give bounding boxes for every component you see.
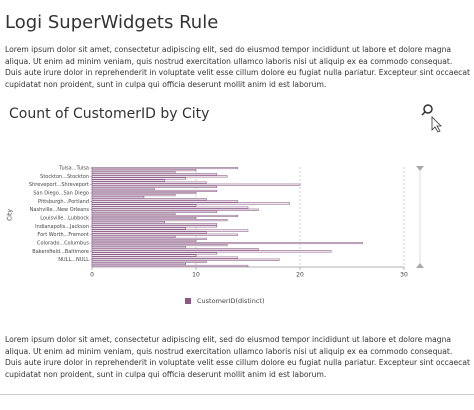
zoom-icon[interactable] (423, 104, 433, 114)
cursor (431, 116, 442, 133)
bar (91, 181, 207, 184)
paragraph: Lorem ipsum dolor sit amet, consectetur … (5, 45, 470, 89)
bar (91, 187, 155, 190)
y-tick-label: Fort Worth...Fremont (37, 232, 89, 238)
bar (91, 223, 218, 226)
divider (0, 394, 474, 395)
x-tick-label: 20 (296, 272, 304, 279)
bar (91, 264, 249, 267)
bar (91, 210, 218, 213)
bar (91, 258, 280, 261)
bar (91, 175, 228, 178)
bar (91, 173, 218, 176)
bar (91, 233, 238, 236)
chart-title: Count of CustomerID by City (9, 106, 209, 122)
bar (91, 202, 290, 205)
y-tick-label: Tulsa...Tulsa (58, 166, 89, 172)
bar (91, 208, 259, 211)
bar (91, 250, 332, 253)
bar (91, 169, 197, 172)
x-tick-label: 0 (90, 272, 94, 279)
x-tick-label: 10 (192, 272, 200, 279)
bar (91, 246, 186, 249)
zoom-button[interactable] (421, 104, 433, 116)
bar (91, 204, 197, 207)
y-tick-label: Bakersfield...Baltimore (32, 249, 89, 255)
y-tick-label: Shreveport...Shreveport (29, 182, 89, 188)
bar (91, 262, 186, 265)
bar (91, 200, 238, 203)
scroll-up[interactable] (416, 166, 424, 171)
bar (91, 242, 363, 245)
scroll-down[interactable] (416, 263, 424, 268)
bar (91, 254, 197, 257)
bar (91, 256, 238, 259)
x-tick-label: 30 (400, 272, 408, 279)
y-tick-label: Stockton...Stockton (40, 174, 89, 180)
chart: Count of CustomerID by City City 0 10 20 30… (7, 104, 442, 305)
y-tick-label: Pittsburgh...Portland (38, 199, 89, 205)
bar (91, 219, 228, 222)
bar (91, 239, 197, 242)
y-axis-label: City (7, 209, 14, 221)
y-tick-label: Colorado...Columbus (37, 241, 89, 247)
y-tick-label: Nashville...New Orleans (30, 207, 90, 213)
bar (91, 221, 166, 224)
legend-swatch (185, 298, 191, 304)
bar (91, 248, 259, 251)
bar (91, 237, 207, 240)
y-tick-label: NULL...NULL (58, 257, 89, 263)
bar (91, 212, 176, 215)
bar (91, 260, 207, 263)
page-title: Logi SuperWidgets Rule (5, 12, 219, 33)
zoom-icon-handle (421, 111, 426, 116)
bar (91, 183, 301, 186)
y-tick-label: Louisville...Lubbock (40, 216, 89, 222)
bar (91, 206, 249, 209)
paragraph: Lorem ipsum dolor sit amet, consectetur … (5, 335, 470, 379)
bar (91, 167, 238, 170)
bar (91, 189, 218, 192)
bar (91, 227, 186, 230)
bar (91, 185, 218, 188)
bar (91, 244, 228, 247)
bar (91, 171, 176, 174)
bar (91, 194, 176, 197)
bar (91, 214, 238, 217)
bar (91, 198, 207, 201)
bar (91, 217, 197, 220)
bar (91, 229, 249, 232)
y-tick-label: Indianapolis...Jackson (35, 224, 89, 230)
bar (91, 252, 218, 255)
bar (91, 179, 166, 182)
bar (91, 231, 207, 234)
bar (91, 225, 218, 228)
bar (91, 177, 186, 180)
legend-label: CustomerID(distinct) (197, 297, 264, 305)
bar (91, 196, 145, 199)
bar (91, 235, 176, 238)
y-tick-label: San Diego...San Diego (33, 191, 89, 197)
bar (91, 192, 197, 195)
